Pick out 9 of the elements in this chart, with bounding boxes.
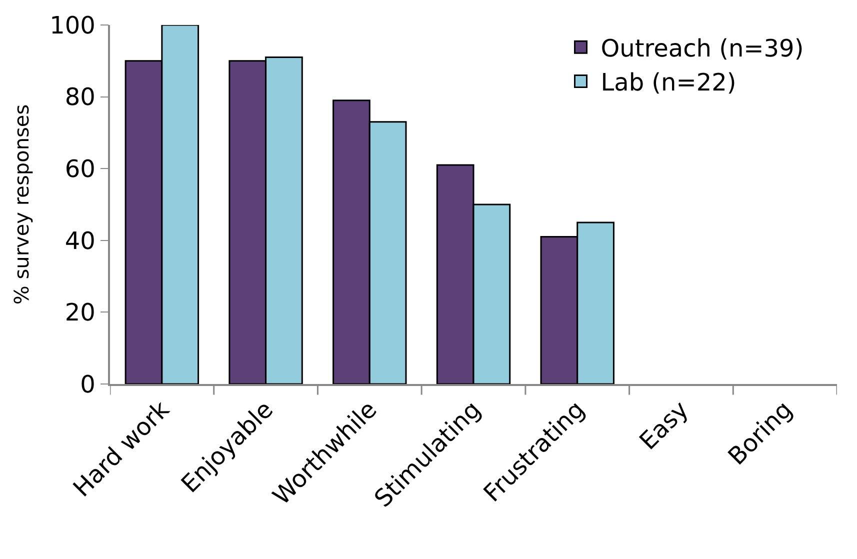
legend-label: Outreach (n=39) (600, 34, 804, 62)
legend-label: Lab (n=22) (600, 68, 736, 97)
y-tick-label: 40 (64, 226, 96, 255)
y-tick-label: 80 (64, 83, 96, 112)
y-tick-label: 0 (80, 370, 96, 398)
y-axis-title: % survey responses (10, 104, 34, 305)
y-tick-label: 60 (64, 155, 96, 183)
y-tick-label: 20 (64, 298, 96, 327)
y-tick-label: 100 (50, 11, 96, 40)
